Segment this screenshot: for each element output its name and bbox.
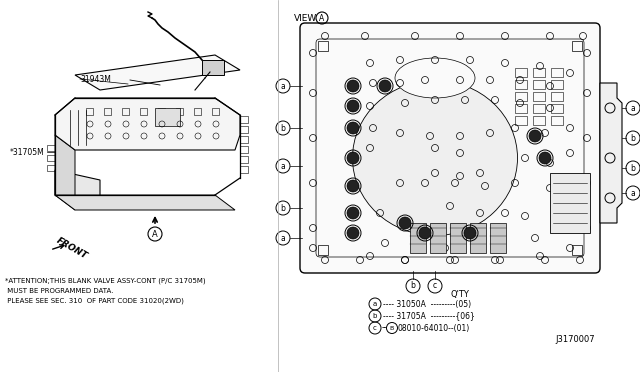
Circle shape: [529, 130, 541, 142]
Text: *ATTENTION;THIS BLANK VALVE ASSY-CONT (P/C 31705M)
 MUST BE PROGRAMMED DATA.
 PL: *ATTENTION;THIS BLANK VALVE ASSY-CONT (P…: [5, 278, 205, 304]
Bar: [515, 116, 527, 125]
Bar: [470, 223, 486, 253]
Polygon shape: [55, 170, 100, 205]
Ellipse shape: [353, 80, 518, 235]
Bar: [533, 116, 545, 125]
Text: a: a: [373, 301, 377, 307]
Bar: [450, 223, 466, 253]
Bar: [551, 80, 563, 89]
Bar: [318, 41, 328, 51]
Bar: [410, 223, 426, 253]
Circle shape: [379, 80, 391, 92]
Bar: [533, 68, 545, 77]
Bar: [240, 126, 248, 133]
Bar: [155, 108, 180, 126]
Text: a: a: [630, 189, 636, 198]
Bar: [240, 116, 248, 123]
Text: c: c: [373, 325, 377, 331]
Text: a: a: [630, 103, 636, 112]
Circle shape: [347, 100, 359, 112]
Bar: [551, 104, 563, 113]
Bar: [430, 223, 446, 253]
Circle shape: [347, 122, 359, 134]
Text: b: b: [630, 164, 636, 173]
Polygon shape: [55, 195, 235, 210]
Bar: [47, 145, 55, 151]
Text: ---- 31050A  ---------(05): ---- 31050A ---------(05): [383, 299, 471, 308]
Circle shape: [464, 227, 476, 239]
FancyBboxPatch shape: [300, 23, 600, 273]
Text: a: a: [280, 161, 285, 170]
Text: *31705M: *31705M: [10, 148, 45, 157]
Text: b: b: [373, 313, 377, 319]
Bar: [122, 108, 129, 115]
Bar: [533, 104, 545, 113]
Polygon shape: [55, 135, 75, 210]
Bar: [515, 92, 527, 101]
Text: a: a: [280, 234, 285, 243]
Bar: [240, 136, 248, 143]
Bar: [515, 104, 527, 113]
Text: a: a: [280, 81, 285, 90]
Bar: [212, 108, 219, 115]
Text: ---- 31705A  ---------{06}: ---- 31705A ---------{06}: [383, 311, 475, 321]
Text: A: A: [152, 230, 158, 238]
Ellipse shape: [395, 58, 475, 98]
Text: B: B: [390, 326, 394, 330]
Bar: [572, 245, 582, 255]
Polygon shape: [75, 55, 240, 90]
Bar: [572, 41, 582, 51]
Bar: [158, 108, 165, 115]
Bar: [176, 108, 183, 115]
Circle shape: [347, 207, 359, 219]
Circle shape: [347, 227, 359, 239]
Bar: [140, 108, 147, 115]
Text: 08010-64010--(01): 08010-64010--(01): [398, 324, 470, 333]
Bar: [86, 108, 93, 115]
Bar: [515, 80, 527, 89]
Circle shape: [347, 80, 359, 92]
Text: b: b: [411, 282, 415, 291]
Text: b: b: [280, 203, 285, 212]
Circle shape: [347, 180, 359, 192]
Bar: [318, 245, 328, 255]
Bar: [240, 166, 248, 173]
Text: Q'TY: Q'TY: [451, 290, 469, 299]
Bar: [533, 80, 545, 89]
Text: VIEW: VIEW: [294, 13, 317, 22]
Text: b: b: [630, 134, 636, 142]
Bar: [551, 116, 563, 125]
Polygon shape: [55, 98, 240, 150]
Text: --: --: [382, 324, 387, 333]
Text: 31943M: 31943M: [80, 74, 111, 83]
Circle shape: [419, 227, 431, 239]
Circle shape: [399, 217, 411, 229]
Bar: [194, 108, 201, 115]
Bar: [551, 92, 563, 101]
Text: c: c: [433, 282, 437, 291]
Text: b: b: [280, 124, 285, 132]
Bar: [47, 155, 55, 161]
Bar: [104, 108, 111, 115]
Text: FRONT: FRONT: [55, 235, 89, 260]
Text: J3170007: J3170007: [556, 336, 595, 344]
Text: A: A: [319, 13, 324, 22]
Polygon shape: [600, 83, 622, 223]
Circle shape: [539, 152, 551, 164]
Bar: [490, 223, 506, 253]
Bar: [550, 173, 590, 233]
Bar: [47, 165, 55, 171]
Circle shape: [347, 152, 359, 164]
Bar: [533, 92, 545, 101]
Bar: [240, 156, 248, 163]
Bar: [240, 146, 248, 153]
Bar: [202, 60, 224, 75]
Bar: [515, 68, 527, 77]
Bar: [551, 68, 563, 77]
